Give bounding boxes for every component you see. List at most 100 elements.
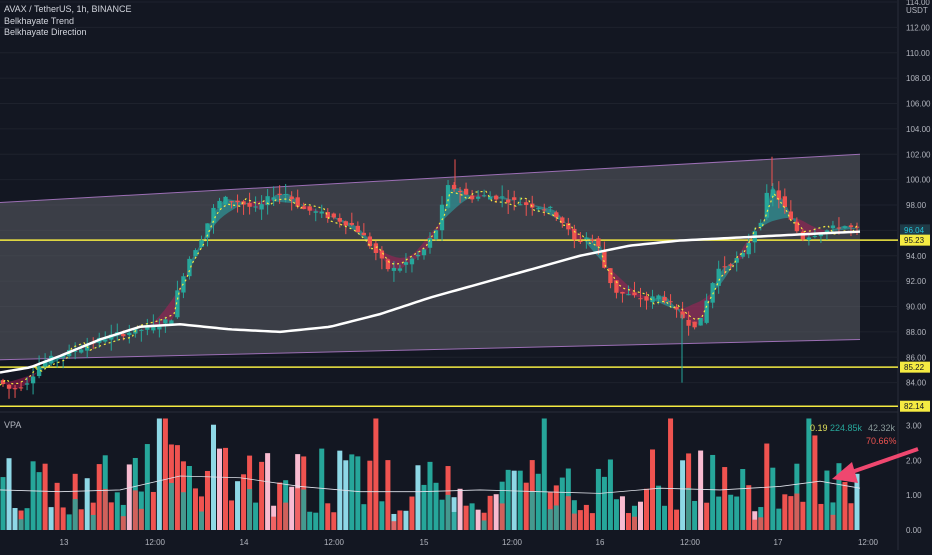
indicator-direction-label: Belkhayate Direction xyxy=(4,27,87,37)
volume-bar-segment xyxy=(445,494,451,530)
candle-body xyxy=(692,321,697,328)
volume-bar xyxy=(343,460,349,530)
volume-bar xyxy=(403,510,409,530)
volume-bar xyxy=(229,500,235,530)
volume-bar xyxy=(373,418,379,530)
volume-bar xyxy=(12,508,18,530)
cloud-segment xyxy=(700,298,704,323)
volume-tick-label: 2.00 xyxy=(906,456,922,465)
volume-bar xyxy=(307,511,313,530)
volume-bar xyxy=(126,464,132,530)
volume-bar xyxy=(192,488,198,530)
symbol-title: AVAX / TetherUS, 1h, BINANCE xyxy=(4,4,132,14)
volume-bar xyxy=(355,456,361,530)
volume-bar xyxy=(475,509,481,530)
x-tick-label: 13 xyxy=(60,538,69,547)
volume-bar xyxy=(54,482,60,530)
cloud-segment xyxy=(756,225,760,233)
candle-body xyxy=(247,203,252,207)
y-tick-label: 114.00 xyxy=(906,0,930,7)
volume-bar xyxy=(210,424,217,530)
volume-tick-label: 0.00 xyxy=(906,526,922,535)
volume-bar xyxy=(265,453,271,530)
candle-body xyxy=(854,226,860,228)
candle-body xyxy=(842,226,848,228)
volume-bar xyxy=(319,448,325,530)
cloud-segment xyxy=(124,332,128,335)
candle-body xyxy=(193,250,198,257)
y-tick-label: 100.00 xyxy=(906,176,931,185)
volume-bar xyxy=(692,500,698,530)
x-tick-label: 12:00 xyxy=(145,538,166,547)
candle-body xyxy=(650,296,655,303)
volume-bar xyxy=(241,474,247,530)
candle-body xyxy=(151,324,156,331)
candle-body xyxy=(355,225,360,233)
volume-bar xyxy=(24,508,30,530)
volume-bar-segment xyxy=(565,496,571,530)
cloud-segment xyxy=(640,294,644,299)
candle-body xyxy=(572,228,577,240)
candle-body xyxy=(728,264,733,266)
direction-line xyxy=(0,190,859,386)
candle-body xyxy=(662,297,667,301)
candle-body xyxy=(12,388,18,390)
volume-tick-label: 3.00 xyxy=(906,421,922,430)
volume-bar xyxy=(421,484,427,530)
candle-body xyxy=(626,294,631,296)
candle-body xyxy=(127,332,132,336)
volume-bar xyxy=(710,454,716,530)
candle-body xyxy=(199,240,204,247)
y-tick-label: 106.00 xyxy=(906,100,931,109)
cloud-segment xyxy=(304,205,308,210)
volume-bar xyxy=(469,503,475,530)
cloud-segment xyxy=(460,188,464,205)
cloud-segment xyxy=(312,208,316,212)
candle-body xyxy=(295,197,300,207)
candle-body xyxy=(259,204,264,210)
volume-bar-segment xyxy=(758,517,764,530)
volume-bar xyxy=(439,499,445,530)
volume-bar-segment xyxy=(168,482,174,530)
candle-body xyxy=(710,283,715,303)
candle-body xyxy=(30,376,36,384)
candle-body xyxy=(830,225,836,229)
volume-bar xyxy=(108,502,114,530)
candle-body xyxy=(475,196,481,199)
candle-body xyxy=(656,295,661,300)
volume-bar xyxy=(656,485,662,530)
candle-body xyxy=(451,184,457,190)
volume-bar xyxy=(385,460,391,530)
price-label-box xyxy=(900,234,930,246)
candle-body xyxy=(602,250,607,268)
cloud-segment xyxy=(732,260,736,267)
volume-bar xyxy=(674,509,680,530)
candle-body xyxy=(590,239,595,241)
volume-bar xyxy=(235,481,241,530)
x-tick-label: 15 xyxy=(420,538,429,547)
y-tick-label: 98.00 xyxy=(906,201,927,210)
candle-body xyxy=(554,212,559,218)
candle-body xyxy=(271,197,276,200)
cloud-segment xyxy=(280,194,284,203)
volume-bar xyxy=(776,508,782,530)
candle-body xyxy=(518,204,523,206)
volume-bar xyxy=(637,501,643,530)
cloud-segment xyxy=(352,224,356,232)
candle-body xyxy=(524,202,529,206)
volume-bar xyxy=(415,465,421,530)
volume-bar xyxy=(204,470,210,530)
volume-bar-segment xyxy=(247,489,253,530)
volume-bar xyxy=(818,503,824,530)
candle-body xyxy=(289,196,294,200)
volume-bar xyxy=(487,495,493,530)
candle-body xyxy=(145,325,150,330)
cloud-segment xyxy=(592,237,596,255)
candle-body xyxy=(644,296,649,301)
volume-bar xyxy=(66,514,72,530)
volume-bar xyxy=(722,467,728,530)
volume-bar xyxy=(836,463,842,530)
candle-body xyxy=(794,221,800,232)
volume-bar xyxy=(716,496,722,530)
